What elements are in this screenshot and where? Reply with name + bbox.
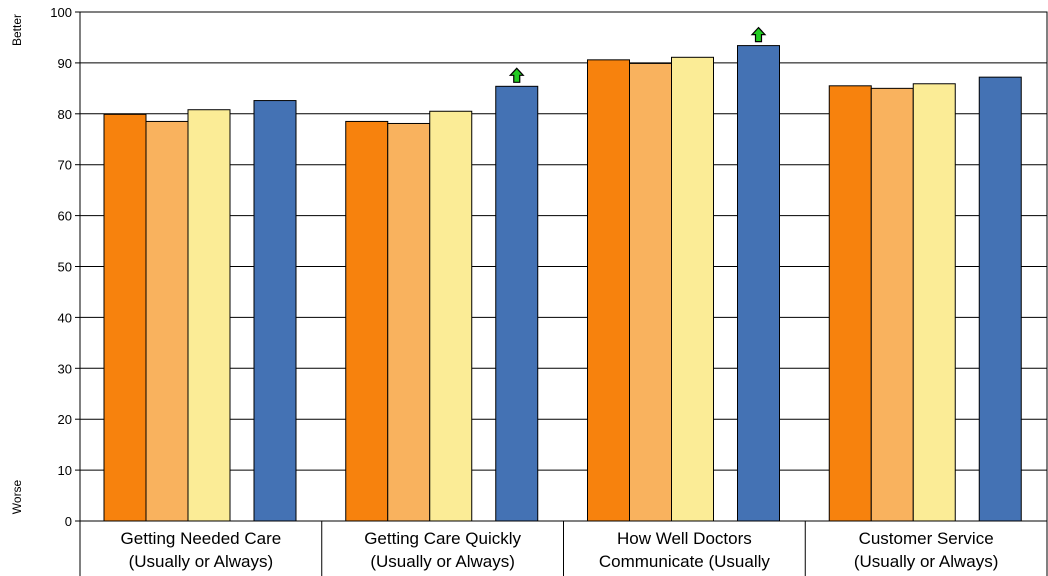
y-tick-label: 40 bbox=[58, 310, 72, 325]
x-category-label: Getting Needed Care bbox=[121, 529, 282, 548]
y-tick-label: 0 bbox=[65, 514, 72, 529]
x-category-label: How Well Doctors bbox=[617, 529, 752, 548]
bar-series-2-category-4 bbox=[870, 87, 914, 522]
bar-series-4-category-4 bbox=[978, 76, 1022, 522]
green-up-arrow-icon bbox=[750, 26, 767, 43]
x-category-label: Communicate (Usually bbox=[599, 552, 770, 571]
bar-series-3-category-3 bbox=[671, 56, 714, 522]
grid-lines bbox=[80, 62, 1047, 471]
x-category-label: (Usually or Always) bbox=[854, 552, 999, 571]
x-category-label: Customer Service bbox=[859, 529, 994, 548]
x-category-label: (Usually or Always) bbox=[129, 552, 274, 571]
bar-series-4-category-3 bbox=[737, 45, 780, 522]
y-tick-label: 70 bbox=[58, 158, 72, 173]
x-category-label: Getting Care Quickly bbox=[364, 529, 521, 548]
bars bbox=[103, 45, 1022, 522]
bar-series-1-category-2 bbox=[345, 120, 389, 522]
bar-series-3-category-1 bbox=[187, 109, 231, 522]
y-tick-label: 90 bbox=[58, 56, 72, 71]
bar-series-4-category-1 bbox=[253, 100, 297, 522]
bar-series-3-category-2 bbox=[429, 110, 473, 522]
y-label-worse: Worse bbox=[10, 479, 24, 514]
x-axis: Getting Needed Care (Usually or Always) Ge… bbox=[79, 521, 1048, 576]
y-tick-label: 60 bbox=[58, 209, 72, 224]
bar-series-3-category-4 bbox=[912, 83, 956, 522]
bar-series-4-category-2 bbox=[495, 85, 539, 522]
y-tick-label: 10 bbox=[58, 463, 72, 478]
green-up-arrow-icon bbox=[508, 67, 525, 83]
y-axis: 0 10 20 30 40 50 60 70 80 90 100 bbox=[50, 5, 80, 529]
y-tick-label: 100 bbox=[50, 5, 72, 20]
y-tick-label: 20 bbox=[58, 412, 72, 427]
y-label-better: Better bbox=[10, 14, 24, 46]
bar-series-1-category-4 bbox=[828, 85, 872, 522]
bar-series-1-category-1 bbox=[103, 113, 147, 522]
y-tick-label: 50 bbox=[58, 260, 72, 275]
significance-markers bbox=[508, 26, 767, 83]
bar-series-2-category-3 bbox=[629, 62, 672, 522]
y-tick-label: 30 bbox=[58, 361, 72, 376]
bar-series-2-category-2 bbox=[387, 122, 431, 522]
bar-series-2-category-1 bbox=[145, 120, 189, 522]
bar-series-1-category-3 bbox=[587, 59, 630, 522]
x-category-label: (Usually or Always) bbox=[370, 552, 515, 571]
y-tick-label: 80 bbox=[58, 107, 72, 122]
